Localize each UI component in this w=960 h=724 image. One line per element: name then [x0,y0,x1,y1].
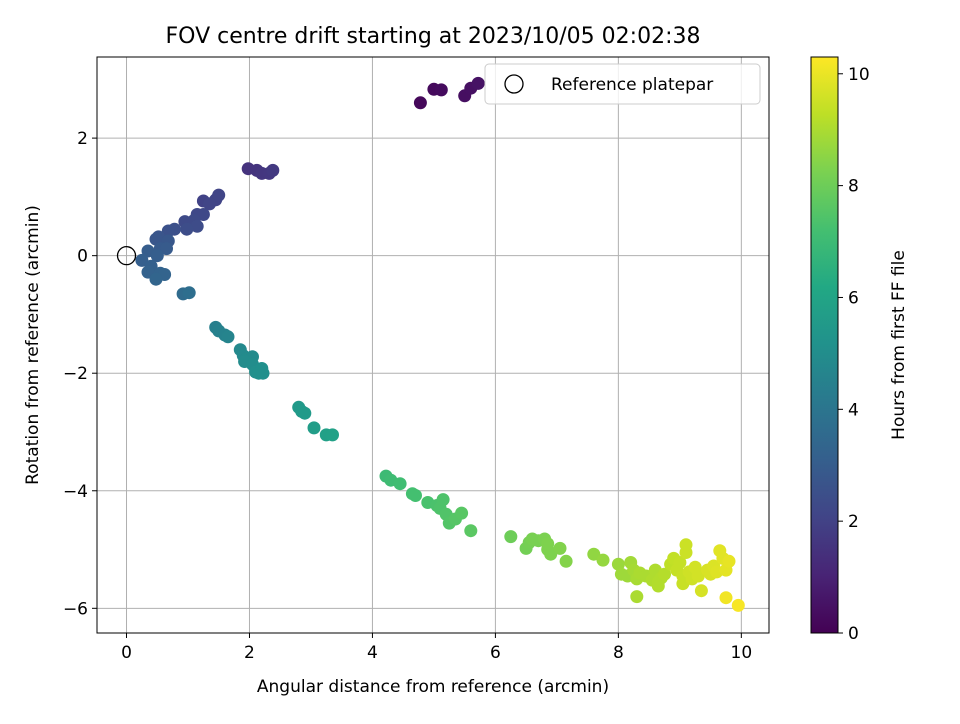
x-tick-label: 0 [121,643,132,663]
data-point [436,493,450,507]
data-point [326,428,339,442]
colorbar-ticks: 0 2 4 6 8 10 [838,65,870,644]
data-point [651,579,665,593]
x-tick-label: 10 [731,643,753,663]
y-tick-label: −2 [63,364,88,384]
data-point [722,554,736,568]
legend: Reference platepar [484,63,761,105]
data-point [180,222,194,236]
colorbar-tick-label: 4 [848,400,859,420]
data-point [266,163,280,177]
data-point [393,477,407,491]
x-tick-label: 4 [367,643,378,663]
data-point [587,547,601,561]
x-axis-ticks: 0 2 4 6 8 10 [121,633,752,663]
data-point [553,541,567,555]
data-point [212,188,226,202]
legend-marker-reference [504,74,524,94]
data-point [611,557,625,571]
data-point [413,96,427,110]
legend-box [484,63,761,105]
y-tick-label: −4 [63,482,88,502]
data-point [298,406,312,420]
data-point [182,286,196,300]
data-point [160,242,173,256]
plot-frame [96,56,770,634]
colorbar-tick-label: 0 [848,624,859,644]
data-point [203,197,216,211]
x-tick-label: 6 [490,643,501,663]
y-tick-label: −6 [63,599,88,619]
data-point [691,569,705,583]
colorbar-label: Hours from first FF file [889,250,909,440]
colorbar-tick-label: 8 [848,177,859,197]
colorbar-tick-label: 6 [848,288,859,308]
data-point [149,272,163,286]
data-point [471,76,485,90]
data-point [161,224,175,238]
data-point [719,591,733,605]
y-axis-ticks: −6 −4 −2 0 2 [63,129,97,619]
reference-platepar-marker [116,246,137,266]
data-point [673,556,687,569]
data-point [190,219,204,233]
data-point [596,553,610,567]
data-point [544,547,558,561]
colorbar-gradient [810,56,839,634]
data-point [559,554,573,568]
data-points [116,76,745,612]
y-tick-label: 0 [77,247,88,267]
grid-lines [97,57,769,633]
data-point [464,524,478,538]
data-point [679,538,693,552]
data-point [150,249,164,263]
colorbar-tick-label: 2 [848,512,859,532]
data-point [307,421,321,435]
data-point [434,83,448,97]
data-point [630,590,644,604]
chart-title: FOV centre drift starting at 2023/10/05 … [166,24,701,49]
y-tick-label: 2 [77,129,88,149]
colorbar-tick-label: 10 [848,65,870,85]
data-point [658,567,671,581]
data-point [731,598,745,612]
data-point [221,330,235,344]
legend-label-reference: Reference platepar [551,75,713,95]
y-axis-label: Rotation from reference (arcmin) [23,205,43,485]
colorbar: 0 2 4 6 8 10 Hours from first FF file [810,56,909,644]
data-point [694,584,708,598]
data-point [455,506,469,520]
x-tick-label: 8 [613,643,624,663]
x-tick-label: 2 [244,643,255,663]
x-axis-label: Angular distance from reference (arcmin) [257,677,609,697]
data-point [256,366,270,380]
data-point [504,530,518,544]
data-point [196,208,210,221]
data-point [409,489,422,502]
